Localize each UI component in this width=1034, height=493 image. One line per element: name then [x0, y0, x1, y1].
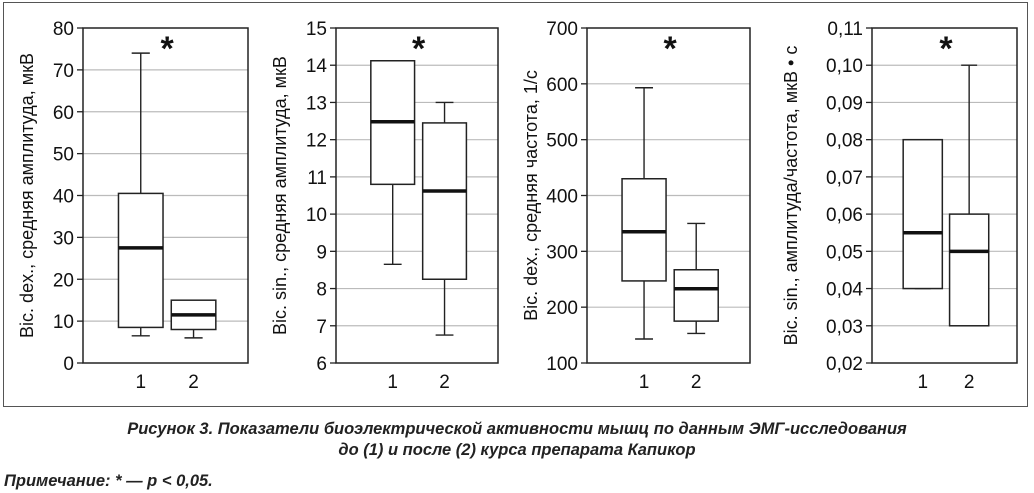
chart-panel-4: 0,02 0,03 0,04 0,05 0,06 0,07 0,08 0,09 0,10 0,11… — [781, 19, 1018, 393]
y-tick-label: 6 — [316, 354, 327, 375]
figure-caption-line1: Рисунок 3. Показатели биоэлектрической а… — [127, 420, 907, 438]
y-tick-label: 13 — [306, 93, 327, 114]
plot-area — [335, 27, 499, 364]
iqr-box — [421, 122, 468, 280]
x-tick-label: 2 — [439, 372, 450, 393]
y-tick-label: 0,09 — [826, 93, 863, 114]
y-tick-label: 300 — [546, 242, 578, 263]
y-tick-label: 11 — [307, 168, 327, 189]
y-tick-label: 7 — [316, 317, 327, 338]
x-tick-label: 1 — [639, 372, 650, 393]
iqr-box — [621, 178, 667, 282]
y-tick-label: 20 — [53, 270, 74, 291]
x-tick-label: 1 — [135, 372, 146, 393]
box-group-2 — [170, 299, 217, 339]
box-group-2 — [948, 64, 990, 327]
y-tick-label: 0,10 — [826, 56, 863, 77]
y-tick-label: 0,02 — [826, 354, 863, 375]
charts-canvas: 0 10 20 30 40 50 60 70 80 Bic. dex., средняя ампл… — [17, 19, 1018, 393]
iqr-box — [902, 138, 944, 290]
y-tick-label: 50 — [53, 145, 74, 166]
significance-asterisk: * — [664, 30, 678, 68]
box-group-2 — [421, 101, 468, 336]
y-tick-label: 600 — [546, 75, 578, 96]
x-tick-label: 2 — [964, 372, 975, 393]
y-axis-label: Bic. sin., средняя амплитуда, мкВ — [270, 56, 290, 335]
plot-area — [586, 27, 751, 364]
y-axis-label: Bic. sin., амплитуда/частота, мкВ • с — [781, 46, 801, 346]
significance-asterisk: * — [412, 30, 426, 68]
chart-panel-3: 100 200 300 400 500 600 700 Bic. dex., средняя … — [521, 19, 751, 393]
y-tick-label: 0,04 — [826, 280, 863, 301]
y-tick-label: 700 — [546, 19, 578, 40]
y-tick-label: 10 — [306, 205, 327, 226]
y-tick-label: 400 — [546, 187, 578, 208]
y-tick-label: 80 — [53, 19, 74, 40]
y-axis-label: Bic. dex., средняя частота, 1/с — [521, 70, 541, 321]
figure-caption-line2: до (1) и после (2) курса препарата Капик… — [338, 441, 696, 459]
box-group-1 — [370, 60, 416, 266]
figure-frame — [3, 2, 1028, 407]
significance-asterisk: * — [161, 30, 175, 68]
box-group-1 — [902, 138, 944, 290]
iqr-box — [673, 269, 719, 322]
x-tick-label: 2 — [691, 372, 702, 393]
y-tick-label: 0,03 — [826, 317, 863, 338]
y-tick-label: 70 — [53, 61, 74, 82]
y-tick-label: 8 — [316, 280, 327, 301]
figure-note: Примечание: * — p < 0,05. — [4, 472, 213, 490]
iqr-box — [948, 213, 990, 327]
y-tick-label: 0,05 — [826, 242, 863, 263]
y-tick-label: 0,07 — [826, 168, 863, 189]
x-tick-label: 1 — [917, 372, 928, 393]
y-tick-label: 30 — [53, 228, 74, 249]
y-tick-label: 60 — [53, 103, 74, 124]
box-group-1 — [621, 87, 667, 340]
y-tick-label: 0,06 — [826, 205, 863, 226]
y-tick-label: 40 — [53, 187, 74, 208]
iqr-box — [117, 192, 164, 329]
x-tick-label: 2 — [188, 372, 199, 393]
significance-asterisk: * — [939, 30, 953, 68]
y-tick-label: 0,08 — [826, 131, 863, 152]
plot-area — [82, 27, 249, 364]
box-group-2 — [673, 222, 719, 335]
y-axis-label: Bic. dex., средняя амплитуда, мкВ — [17, 53, 37, 338]
plot-area — [871, 27, 1018, 364]
y-tick-label: 14 — [306, 56, 328, 77]
y-tick-label: 0,11 — [827, 19, 863, 40]
y-tick-label: 100 — [546, 354, 578, 375]
y-tick-label: 200 — [546, 298, 578, 319]
y-tick-label: 500 — [546, 131, 578, 152]
y-tick-label: 12 — [306, 131, 327, 152]
y-tick-label: 10 — [53, 312, 74, 333]
y-tick-label: 15 — [306, 19, 327, 40]
y-tick-label: 0 — [63, 354, 74, 375]
y-tick-label: 9 — [316, 242, 327, 263]
x-tick-label: 1 — [387, 372, 398, 393]
chart-panel-1: 0 10 20 30 40 50 60 70 80 Bic. dex., средняя ампл… — [17, 19, 249, 393]
box-group-1 — [117, 52, 164, 337]
